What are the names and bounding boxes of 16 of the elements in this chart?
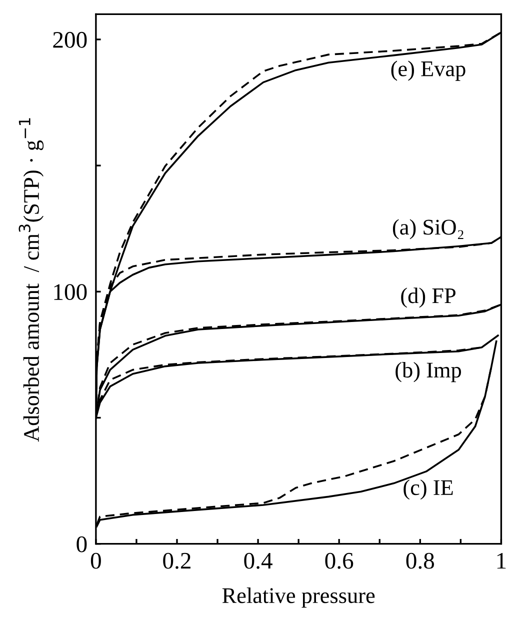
x-axis-title: Relative pressure xyxy=(222,587,375,608)
series-label: (a) SiO₂ xyxy=(392,219,464,240)
y-tick-label: 0 xyxy=(76,536,87,552)
x-tick-label: 1 xyxy=(497,552,506,569)
x-tick-label: 0.4 xyxy=(244,552,272,569)
series-label: (c) IE xyxy=(404,479,453,500)
y-tick-label: 100 xyxy=(54,284,87,300)
x-tick-label: 0.6 xyxy=(325,552,354,569)
x-tick-label: 0.2 xyxy=(163,552,190,569)
y-tick-label: 200 xyxy=(53,32,87,48)
series-label: (b) Imp xyxy=(396,362,462,382)
x-tick-label: 0 xyxy=(90,552,101,569)
x-tick-label: 0.8 xyxy=(406,552,434,569)
series-label: (d) FP xyxy=(401,288,456,308)
series-label: (e) Evap xyxy=(391,60,466,81)
y-axis-title: Adsorbed amount / cm$^{3}$(STP) · g$^{−1}$ xyxy=(18,118,44,442)
